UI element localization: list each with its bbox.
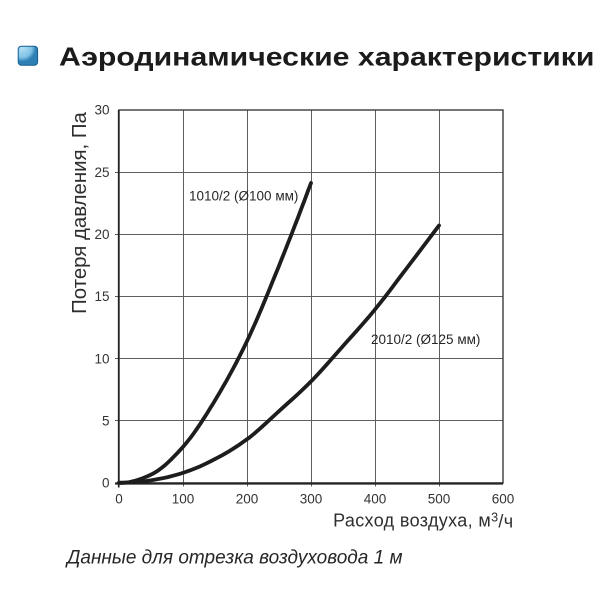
svg-text:15: 15 [94,289,109,304]
svg-text:20: 20 [94,227,109,242]
svg-text:Аэродинамические характеристик: Аэродинамические характеристики [59,41,594,71]
svg-text:Данные для отрезка воздуховода: Данные для отрезка воздуховода 1 м [65,548,402,569]
svg-text:600: 600 [492,492,515,507]
svg-text:Расход воздуха, м3/ч: Расход воздуха, м3/ч [333,511,513,532]
svg-text:100: 100 [172,492,195,507]
svg-text:25: 25 [94,165,109,180]
svg-text:0: 0 [102,476,110,491]
svg-text:10: 10 [94,351,109,366]
svg-text:30: 30 [94,103,109,118]
svg-text:300: 300 [300,492,323,507]
svg-text:500: 500 [428,492,451,507]
svg-text:400: 400 [364,492,387,507]
svg-text:5: 5 [102,414,110,429]
svg-text:0: 0 [115,492,123,507]
svg-text:Потеря давления, Па: Потеря давления, Па [69,112,91,314]
svg-text:1010/2 (Ø100 мм): 1010/2 (Ø100 мм) [189,189,298,204]
svg-text:200: 200 [236,492,259,507]
svg-text:2010/2 (Ø125 мм): 2010/2 (Ø125 мм) [371,332,480,347]
